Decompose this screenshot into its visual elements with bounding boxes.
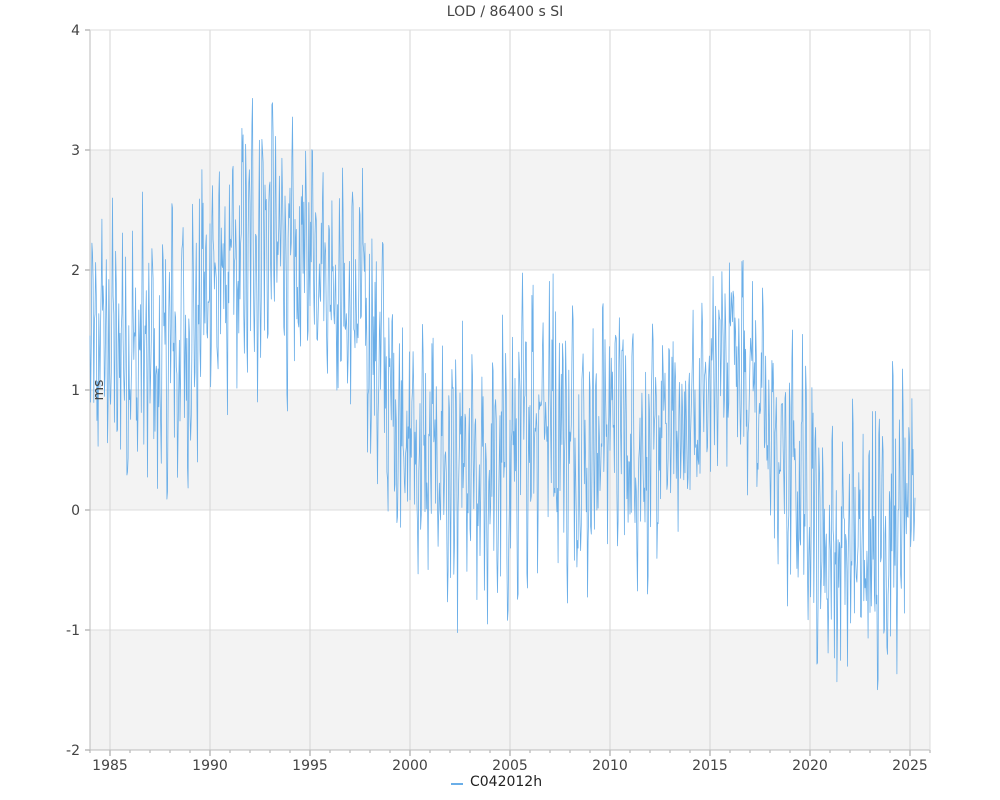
y-tick-label: 2: [71, 263, 80, 279]
chart-title: LOD / 86400 s SI: [447, 4, 563, 20]
y-tick-label: 1: [71, 383, 80, 399]
axes: [85, 29, 931, 756]
x-tick-label: 2020: [792, 758, 828, 774]
x-tick-label: 2025: [892, 758, 928, 774]
x-tick-label: 1985: [92, 758, 128, 774]
x-tick-label: 2005: [492, 758, 528, 774]
y-tick-label: 4: [71, 23, 80, 39]
x-tick-label: 2015: [692, 758, 728, 774]
gridlines: [90, 29, 930, 751]
legend[interactable]: C042012h: [451, 774, 542, 790]
series-line: [89, 98, 916, 691]
series-group: [89, 98, 916, 691]
x-tick-label: 1995: [292, 758, 328, 774]
y-tick-label: -1: [66, 623, 80, 639]
x-tick-label: 1990: [192, 758, 228, 774]
legend-label: C042012h: [470, 774, 542, 790]
y-axis-label: ms: [91, 380, 107, 401]
x-tick-label: 2010: [592, 758, 628, 774]
y-tick-label: 0: [71, 503, 80, 519]
x-tick-label: 2000: [392, 758, 428, 774]
y-tick-label: 3: [71, 143, 80, 159]
tick-labels: -2 -1 0 1 2 3 4 1985 1990 1995 2000 2005 2010 2015 202…: [66, 23, 928, 774]
y-tick-label: -2: [66, 743, 80, 759]
